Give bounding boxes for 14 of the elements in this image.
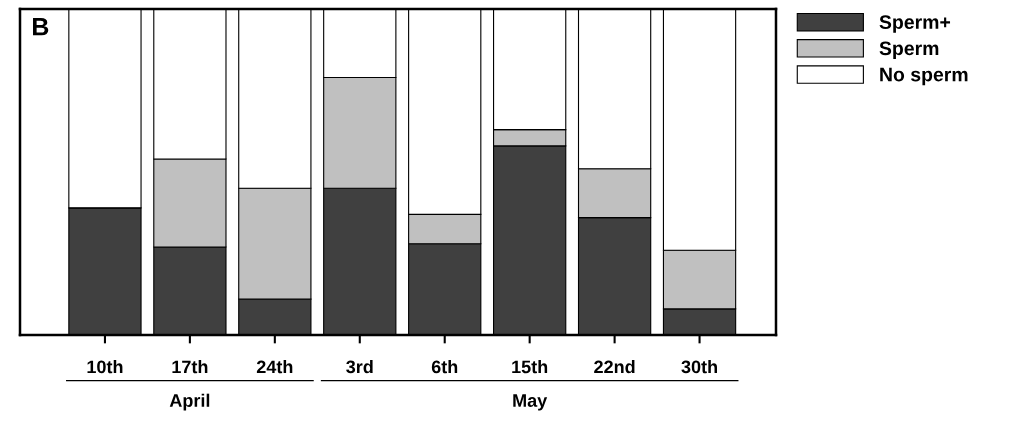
x-tick-label: 17th bbox=[172, 360, 208, 374]
annotation: B bbox=[33, 18, 49, 36]
text: April bbox=[169, 393, 210, 411]
legend-label: Sperm bbox=[879, 41, 939, 60]
x-tick-label: 30th bbox=[681, 360, 717, 374]
legend-label: No sperm bbox=[880, 67, 968, 86]
x-tick-label: 6th bbox=[431, 360, 458, 374]
x-tick-label: 24th bbox=[256, 360, 293, 374]
legend-label: Sperm+ bbox=[879, 15, 951, 33]
x-tick-label: 10th bbox=[87, 360, 123, 374]
x-tick-label: 15th bbox=[512, 360, 548, 374]
x-tick-label: 3rd bbox=[346, 360, 373, 374]
text: May bbox=[513, 394, 548, 411]
x-tick-label: 22nd bbox=[594, 360, 635, 374]
